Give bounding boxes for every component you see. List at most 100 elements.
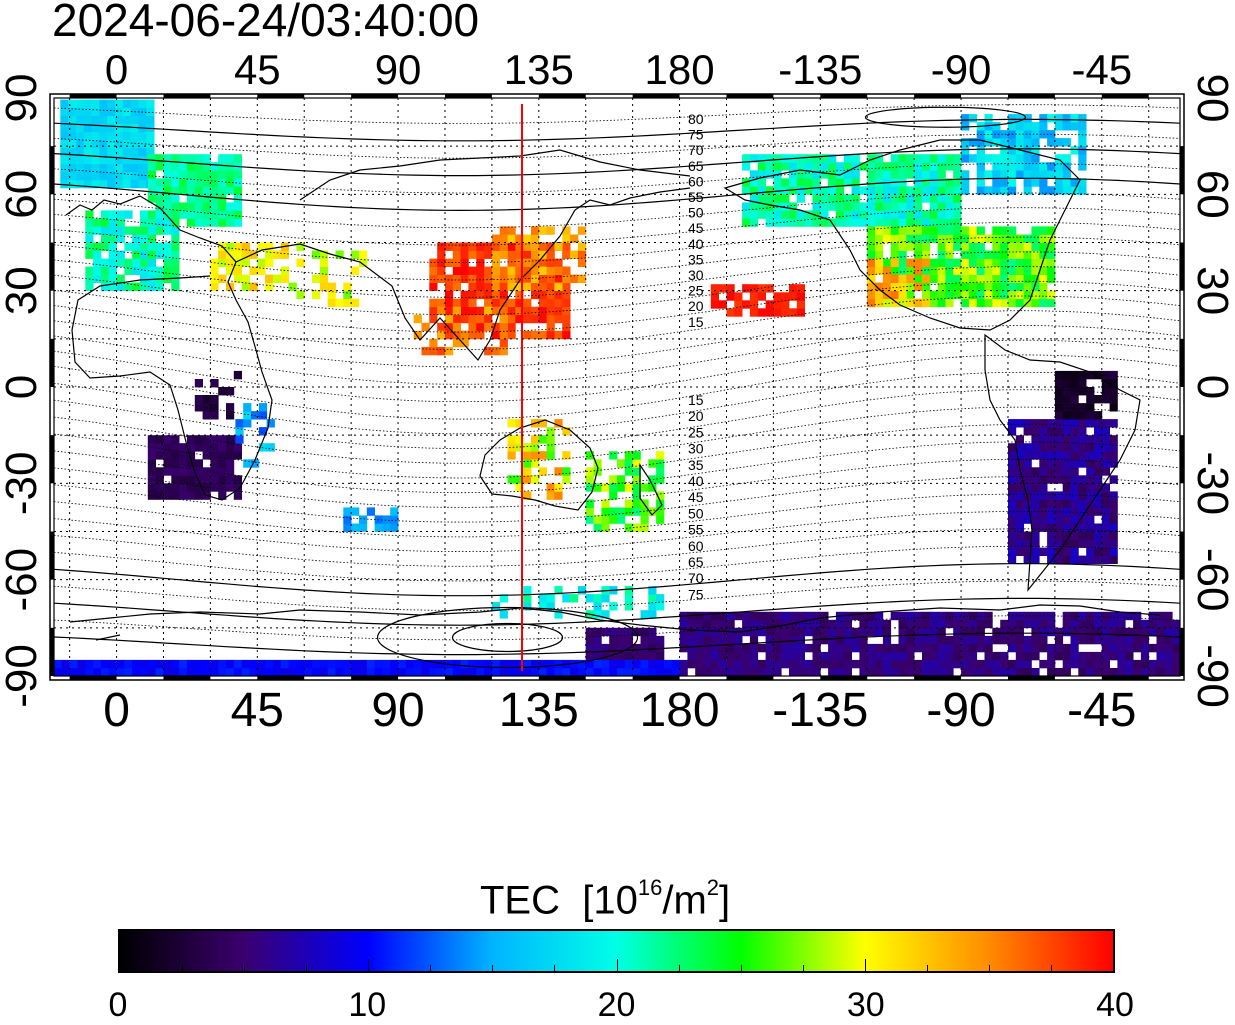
tec-cell <box>937 234 946 243</box>
colorbar-tick-mark <box>616 959 618 971</box>
tec-cell <box>100 210 110 219</box>
tec-cell <box>1117 668 1126 676</box>
magnetic-contour-line <box>54 295 1180 350</box>
tec-cell <box>75 155 85 165</box>
tec-cell <box>851 154 860 163</box>
tec-cell <box>1070 483 1079 492</box>
tec-cell <box>484 266 493 275</box>
tec-cell <box>843 218 852 227</box>
tec-cell <box>617 659 626 669</box>
tec-cell <box>249 266 258 275</box>
tec-cell <box>922 266 931 275</box>
tec-cell <box>875 170 884 179</box>
tec-cell <box>179 154 188 163</box>
tec-cell <box>523 443 532 452</box>
tec-cell <box>538 602 547 611</box>
tec-cell <box>812 611 821 621</box>
tec-cell <box>765 668 774 676</box>
tec-cell <box>929 162 938 171</box>
tec-cell <box>83 163 92 173</box>
tec-cell <box>491 234 501 243</box>
tec-cell <box>695 643 704 653</box>
tec-cell <box>115 99 124 108</box>
tec-cell <box>1031 138 1040 147</box>
tec-cell <box>1070 515 1079 524</box>
tec-cell <box>429 346 438 356</box>
tec-cell <box>992 170 1001 179</box>
tec-cell <box>523 451 532 460</box>
tec-cell <box>1031 234 1040 243</box>
tec-cell <box>828 202 837 211</box>
tec-cell <box>882 202 892 211</box>
tec-cell <box>1023 475 1032 484</box>
tec-cell <box>280 274 289 283</box>
tec-cell <box>1070 643 1079 653</box>
tec-cell <box>116 226 125 235</box>
tec-cell <box>851 611 860 621</box>
tec-cell <box>867 242 876 251</box>
tec-cell <box>257 242 266 251</box>
tec-cell <box>562 290 571 300</box>
tec-cell <box>122 179 131 189</box>
tec-cell <box>961 186 970 195</box>
tec-cell <box>843 635 852 645</box>
coastline-americas <box>723 139 1141 592</box>
tec-cell <box>765 218 774 227</box>
tec-colorbar <box>118 929 1115 973</box>
tec-cell <box>1039 274 1048 283</box>
tec-cell <box>155 186 164 195</box>
tec-cell <box>1047 266 1056 275</box>
tec-cell <box>554 330 563 340</box>
tec-cell <box>867 258 876 267</box>
tec-cell <box>171 475 180 484</box>
tec-cell <box>624 651 633 661</box>
tec-cell <box>820 170 829 179</box>
tec-cell <box>147 250 156 259</box>
frame-tick-bar <box>726 676 774 680</box>
tec-cell <box>757 619 766 629</box>
tec-cell <box>937 635 946 645</box>
tec-cell <box>945 194 954 203</box>
tec-cell <box>1078 459 1087 468</box>
tec-cell <box>632 627 641 637</box>
tec-cell <box>163 162 172 171</box>
tec-cell <box>554 483 563 492</box>
tec-cell <box>75 179 85 189</box>
tec-cell <box>1023 170 1032 179</box>
tec-cell <box>968 114 978 123</box>
tec-cell <box>562 314 571 324</box>
tec-cell <box>898 266 907 275</box>
tec-cell <box>531 330 540 340</box>
tec-cell <box>695 611 704 621</box>
tec-cell <box>1031 619 1040 629</box>
tec-cell <box>1008 467 1017 476</box>
tec-cell <box>163 451 172 460</box>
tec-cell <box>843 643 852 653</box>
tec-cell <box>1054 668 1064 676</box>
tec-cell <box>867 170 876 179</box>
tec-cell <box>280 659 289 669</box>
tec-cell <box>523 266 532 275</box>
tec-cell <box>875 178 884 187</box>
tec-cell <box>718 627 727 637</box>
tec-cell <box>945 186 954 195</box>
tec-cell <box>945 218 954 227</box>
tec-cell <box>1054 451 1064 460</box>
tec-cell <box>366 659 375 669</box>
tec-cell <box>562 274 571 283</box>
tec-cell <box>1164 643 1173 653</box>
frame-tick-bar <box>351 676 399 680</box>
tec-cell <box>491 282 501 291</box>
tec-cell <box>1086 547 1095 556</box>
tec-cell <box>75 107 85 116</box>
tec-cell <box>656 651 665 661</box>
tec-cell <box>1031 531 1040 540</box>
tec-cell <box>562 234 571 243</box>
tec-cell <box>1054 467 1064 476</box>
tec-cell <box>624 499 633 508</box>
tec-cell <box>945 611 954 621</box>
tec-cell <box>984 282 993 291</box>
tec-cell <box>54 659 63 669</box>
tec-cell <box>1023 467 1032 476</box>
tec-cell <box>1086 443 1095 452</box>
